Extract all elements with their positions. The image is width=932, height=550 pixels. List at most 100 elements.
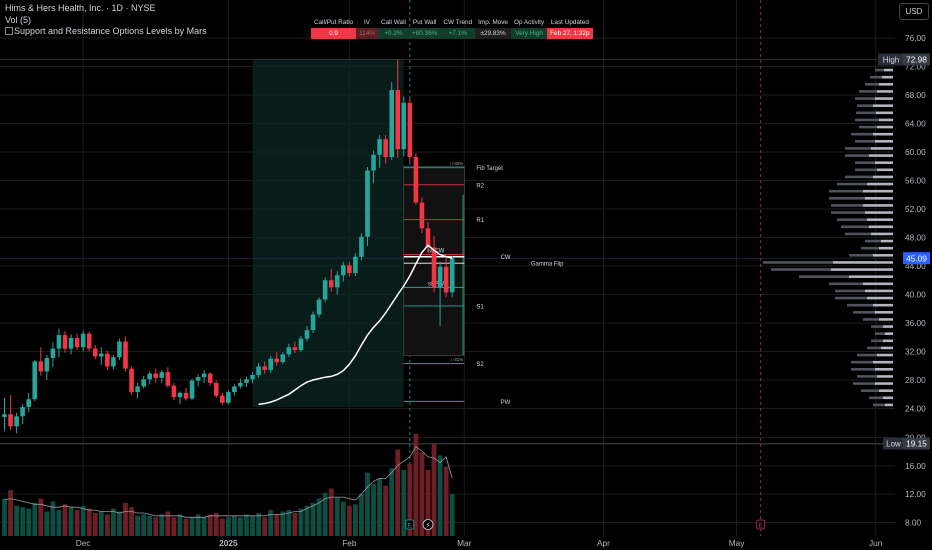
options-box-bottom-label: ↓-31% [451,357,464,362]
volume-profile-bar [867,346,881,350]
candle-body [244,379,249,383]
candle-body [389,90,394,157]
level-label: R1 [476,218,484,224]
volume-bar [413,433,419,536]
candle-body [322,280,328,300]
y-axis-tick-label: 20.00 [905,433,926,443]
volume-profile-bar [873,175,893,179]
x-axis-tick-label: Apr [597,538,610,548]
volume-profile-bar [851,132,873,136]
volume-bar [395,449,401,536]
volume-profile-bar [879,118,893,122]
volume-profile-bar [857,353,877,357]
level-label: CW [501,255,511,261]
volume-profile-bar [829,282,863,286]
volume-profile-bar [861,389,879,392]
y-axis-tick-label: 56.00 [905,176,926,186]
candle-body [401,102,407,150]
volume-profile-bar [883,339,893,343]
volume-profile-bar [875,161,893,164]
volume-profile-bar [865,239,881,243]
volume-profile-bar [799,275,849,278]
volume-bar [153,517,159,536]
volume-bar [377,478,382,536]
stat-put-wall: +80.36% [408,28,441,39]
volume-profile-bar [835,289,865,293]
x-axis-tick-label: Jun [869,538,883,548]
candle-body [111,357,116,367]
stat-header: Last Updated [550,19,589,26]
volume-profile-bar [885,332,893,335]
candle-body [262,366,267,371]
candle-body [213,382,219,396]
volume-profile-bar [855,140,875,143]
volume-bar [365,472,370,536]
indicator-bullet-icon [5,27,13,35]
candle-body [68,337,74,349]
volume-profile-bar [849,275,893,278]
volume-bar [189,517,195,536]
stat-call-wall: +0.2% [377,28,409,39]
candle-body [328,280,334,288]
candle-body [425,228,431,248]
volume-profile-bar [849,254,873,257]
volume-profile-bar [845,147,871,150]
y-axis-tick-label: 32.00 [905,347,926,357]
options-box-top-label: ↑+30% [449,161,463,166]
candle-body [316,299,322,315]
candle-body [443,266,449,293]
indicator-title-text: Support and Resistance Options Levels by… [14,26,207,36]
stat-header: CW Trend [443,19,473,26]
y-axis-tick-label: 48.00 [905,233,926,243]
earnings-marker-label: E [759,522,764,529]
candle-body [44,357,50,372]
volume-profile-bar [871,339,883,343]
currency-button[interactable]: USD [899,3,929,20]
volume-profile-bar [867,296,893,300]
price-marker-box [903,437,930,450]
volume-bar [86,508,92,536]
candle-body [207,373,213,383]
volume-bar [80,505,86,536]
volume-bar [346,505,352,536]
level-label: S2 [476,362,484,368]
price-marker-value: 45.09 [906,253,927,263]
candle-body [105,353,110,367]
volume-profile-bar [865,211,893,214]
stat-header: Call/Put Ratio [314,19,354,26]
volume-profile-bar [863,318,879,321]
candle-body [159,372,165,378]
volume-profile-bar [867,218,893,221]
candle-body [50,348,56,358]
candle-body [117,341,122,358]
volume-bar [232,515,237,536]
volume-profile-bar [873,104,893,107]
volume-bar [340,501,346,536]
volume-bar [286,510,292,536]
volume-bar [92,512,98,536]
level-label: PW [501,400,511,406]
volume-bar [328,488,334,536]
volume-bar [171,517,177,536]
volume-bar [431,443,437,536]
volume-profile-bar [873,360,893,364]
volume-bar [177,514,183,536]
candle-body [419,202,425,229]
volume-profile-bar [865,83,879,86]
volume-bar [98,511,104,536]
volume-profile-bar [875,140,893,143]
candle-body [280,354,286,363]
x-axis-tick-label: 2025 [219,538,238,548]
volume-bar [262,517,268,536]
volume-bar [280,511,286,536]
volume-bar [201,517,207,536]
volume-profile-bar [845,154,869,157]
volume-bar [141,514,147,536]
volume-bar [20,507,26,536]
volume-profile-bar [871,325,883,328]
news-marker [422,519,434,530]
volume-profile-bar [879,389,893,392]
x-axis-tick-label: Mar [457,538,472,548]
earnings-marker [756,519,766,530]
